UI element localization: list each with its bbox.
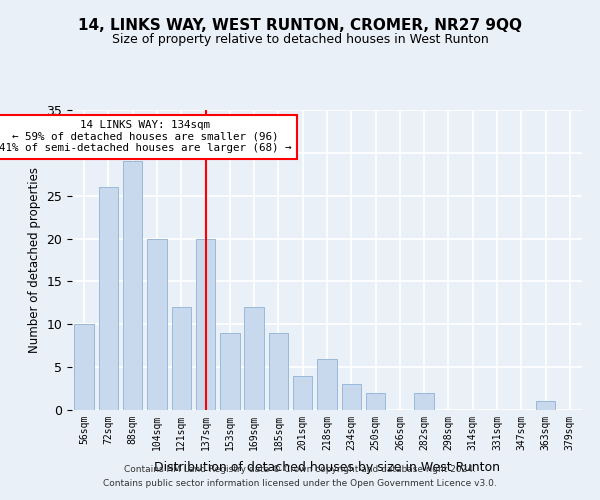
X-axis label: Distribution of detached houses by size in West Runton: Distribution of detached houses by size … [154,461,500,474]
Text: Contains HM Land Registry data © Crown copyright and database right 2024.
Contai: Contains HM Land Registry data © Crown c… [103,466,497,487]
Text: 14, LINKS WAY, WEST RUNTON, CROMER, NR27 9QQ: 14, LINKS WAY, WEST RUNTON, CROMER, NR27… [78,18,522,32]
Bar [341,384,361,410]
Bar [366,393,385,410]
Bar [123,162,142,410]
Bar [415,393,434,410]
Y-axis label: Number of detached properties: Number of detached properties [28,167,41,353]
Bar [196,238,215,410]
Bar [220,333,239,410]
Bar [269,333,288,410]
Bar [172,307,191,410]
Text: 14 LINKS WAY: 134sqm
← 59% of detached houses are smaller (96)
41% of semi-detac: 14 LINKS WAY: 134sqm ← 59% of detached h… [0,120,291,154]
Bar [147,238,167,410]
Bar [99,187,118,410]
Text: Size of property relative to detached houses in West Runton: Size of property relative to detached ho… [112,32,488,46]
Bar [244,307,264,410]
Bar [74,324,94,410]
Bar [536,402,555,410]
Bar [293,376,313,410]
Bar [317,358,337,410]
